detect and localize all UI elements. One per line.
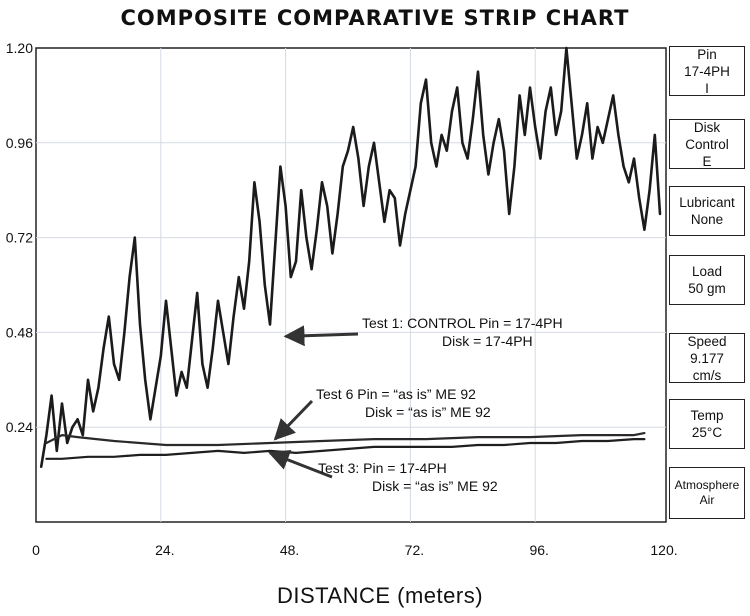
x-axis-ticks: 0 24. 48. 72. 96. 120. bbox=[32, 542, 678, 558]
condition-line: 17-4PH bbox=[684, 63, 730, 79]
series-line-1 bbox=[39, 46, 662, 469]
y-tick-label: 0.72 bbox=[6, 230, 33, 246]
condition-line: Temp bbox=[690, 408, 724, 423]
chart-title: COMPOSITE COMPARATIVE STRIP CHART bbox=[120, 6, 630, 30]
condition-line: Pin bbox=[697, 46, 717, 62]
condition-line: Lubricant bbox=[679, 195, 735, 210]
annotation-text-line2: Disk = “as is” ME 92 bbox=[372, 478, 498, 494]
data-series bbox=[39, 46, 662, 469]
condition-line: Air bbox=[699, 493, 715, 507]
annotation-text-line1: Test 1: CONTROL Pin = 17-4PH bbox=[362, 315, 563, 331]
condition-line: 50 gm bbox=[688, 281, 726, 296]
condition-line: cm/s bbox=[692, 367, 722, 383]
condition-line: Atmosphere bbox=[674, 478, 740, 492]
condition-line: Load bbox=[691, 264, 723, 279]
condition-box-disk: Disk Control E bbox=[669, 119, 745, 169]
condition-line: 25°C bbox=[691, 425, 723, 440]
condition-line: 9.177 bbox=[690, 350, 724, 366]
series-line-2 bbox=[45, 432, 646, 447]
y-tick-label: 0.24 bbox=[6, 419, 33, 435]
condition-box-pin: Pin 17-4PH I bbox=[669, 46, 745, 96]
x-tick-label: 24. bbox=[155, 542, 174, 558]
condition-line: Control bbox=[685, 136, 729, 152]
annotation-text-line1: Test 3: Pin = 17-4PH bbox=[318, 460, 447, 476]
x-tick-label: 48. bbox=[280, 542, 299, 558]
x-tick-label: 0 bbox=[32, 542, 40, 558]
condition-box-load: Load 50 gm bbox=[669, 255, 745, 305]
condition-line: I bbox=[705, 80, 709, 96]
condition-line: Disk bbox=[693, 119, 721, 135]
y-axis-ticks: 1.20 0.96 0.72 0.48 0.24 bbox=[6, 40, 33, 435]
y-tick-label: 0.48 bbox=[6, 324, 33, 340]
condition-box-temp: Temp 25°C bbox=[669, 399, 745, 449]
condition-box-lubricant: Lubricant None bbox=[669, 186, 745, 236]
annotation-arrow bbox=[268, 449, 333, 479]
annotation-arrow bbox=[273, 399, 314, 441]
x-tick-label: 96. bbox=[529, 542, 548, 558]
plot-area bbox=[35, 47, 667, 523]
x-axis-label: DISTANCE (meters) bbox=[276, 583, 484, 608]
annotations: Test 1: CONTROL Pin = 17-4PH Disk = 17-4P… bbox=[268, 315, 563, 494]
y-tick-label: 1.20 bbox=[6, 40, 33, 56]
annotation-text-line2: Disk = 17-4PH bbox=[442, 333, 533, 349]
condition-line: Speed bbox=[687, 333, 727, 349]
condition-line: E bbox=[702, 153, 712, 169]
condition-box-atmosphere: Atmosphere Air bbox=[669, 467, 745, 519]
y-tick-label: 0.96 bbox=[6, 135, 33, 151]
x-tick-label: 72. bbox=[405, 542, 424, 558]
annotation-text-line2: Disk = “as is” ME 92 bbox=[365, 404, 491, 420]
annotation-text-line1: Test 6 Pin = “as is” ME 92 bbox=[316, 386, 476, 402]
annotation-arrow bbox=[283, 325, 359, 347]
condition-line: None bbox=[690, 212, 724, 227]
series-line-3 bbox=[45, 438, 646, 460]
condition-box-speed: Speed 9.177 cm/s bbox=[669, 333, 745, 383]
x-tick-label: 120. bbox=[650, 542, 677, 558]
